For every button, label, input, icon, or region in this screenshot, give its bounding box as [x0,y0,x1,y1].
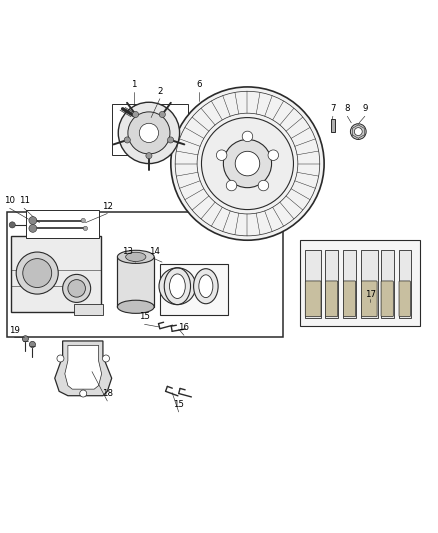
Text: 9: 9 [362,104,367,114]
Circle shape [128,112,170,154]
Text: 1: 1 [131,80,136,89]
Circle shape [159,268,196,304]
FancyBboxPatch shape [343,281,356,317]
FancyBboxPatch shape [399,281,410,317]
Circle shape [29,342,35,348]
Text: 8: 8 [345,104,350,114]
Circle shape [223,140,272,188]
Bar [381,250,394,318]
Bar [305,250,321,318]
Text: 6: 6 [197,80,202,89]
Circle shape [22,336,28,342]
Circle shape [350,124,366,140]
Bar [399,250,411,318]
Circle shape [16,252,58,294]
Circle shape [159,111,166,118]
Bar [361,250,378,318]
Circle shape [118,102,180,164]
Text: 12: 12 [102,201,113,211]
Circle shape [132,111,138,118]
Circle shape [83,226,88,231]
Ellipse shape [126,252,146,262]
Bar [117,257,154,307]
Bar [331,119,335,132]
Polygon shape [65,345,102,389]
Circle shape [171,87,324,240]
Text: 18: 18 [102,389,113,398]
Circle shape [23,259,52,287]
Circle shape [57,355,64,362]
Circle shape [226,180,237,191]
Circle shape [258,180,268,191]
Bar [74,304,103,314]
Circle shape [80,390,87,397]
Text: 19: 19 [9,326,19,335]
Text: 10: 10 [4,196,15,205]
Text: 11: 11 [18,196,30,205]
Bar [300,240,420,326]
Bar [325,250,338,318]
Circle shape [102,355,110,362]
Circle shape [167,137,173,143]
Circle shape [146,152,152,159]
Text: 16: 16 [178,324,190,332]
Ellipse shape [117,251,154,263]
Circle shape [201,118,293,209]
Circle shape [63,274,91,302]
Bar [160,264,228,314]
Circle shape [268,150,279,160]
Ellipse shape [117,300,154,313]
Ellipse shape [170,274,185,298]
Bar [26,209,99,238]
Text: 2: 2 [157,87,162,96]
Circle shape [354,128,362,135]
Circle shape [81,219,85,223]
FancyBboxPatch shape [305,281,321,317]
Circle shape [242,131,253,142]
Ellipse shape [199,275,213,297]
Bar [11,236,101,312]
Ellipse shape [194,269,218,304]
Text: 13: 13 [121,247,133,256]
Bar [112,104,188,155]
Text: 15: 15 [139,312,150,321]
Circle shape [29,224,37,232]
Text: 17: 17 [364,290,376,300]
Circle shape [216,150,227,160]
FancyBboxPatch shape [361,281,377,317]
FancyBboxPatch shape [381,281,393,317]
Text: 14: 14 [148,247,160,256]
FancyBboxPatch shape [325,281,338,317]
Polygon shape [55,341,112,395]
Circle shape [124,137,131,143]
Bar [7,212,283,336]
Circle shape [9,222,15,228]
Circle shape [29,216,37,224]
Text: 7: 7 [330,104,336,114]
Text: 15: 15 [173,400,184,409]
Circle shape [235,151,260,176]
Circle shape [68,280,85,297]
Bar [343,250,356,318]
Circle shape [139,123,159,142]
